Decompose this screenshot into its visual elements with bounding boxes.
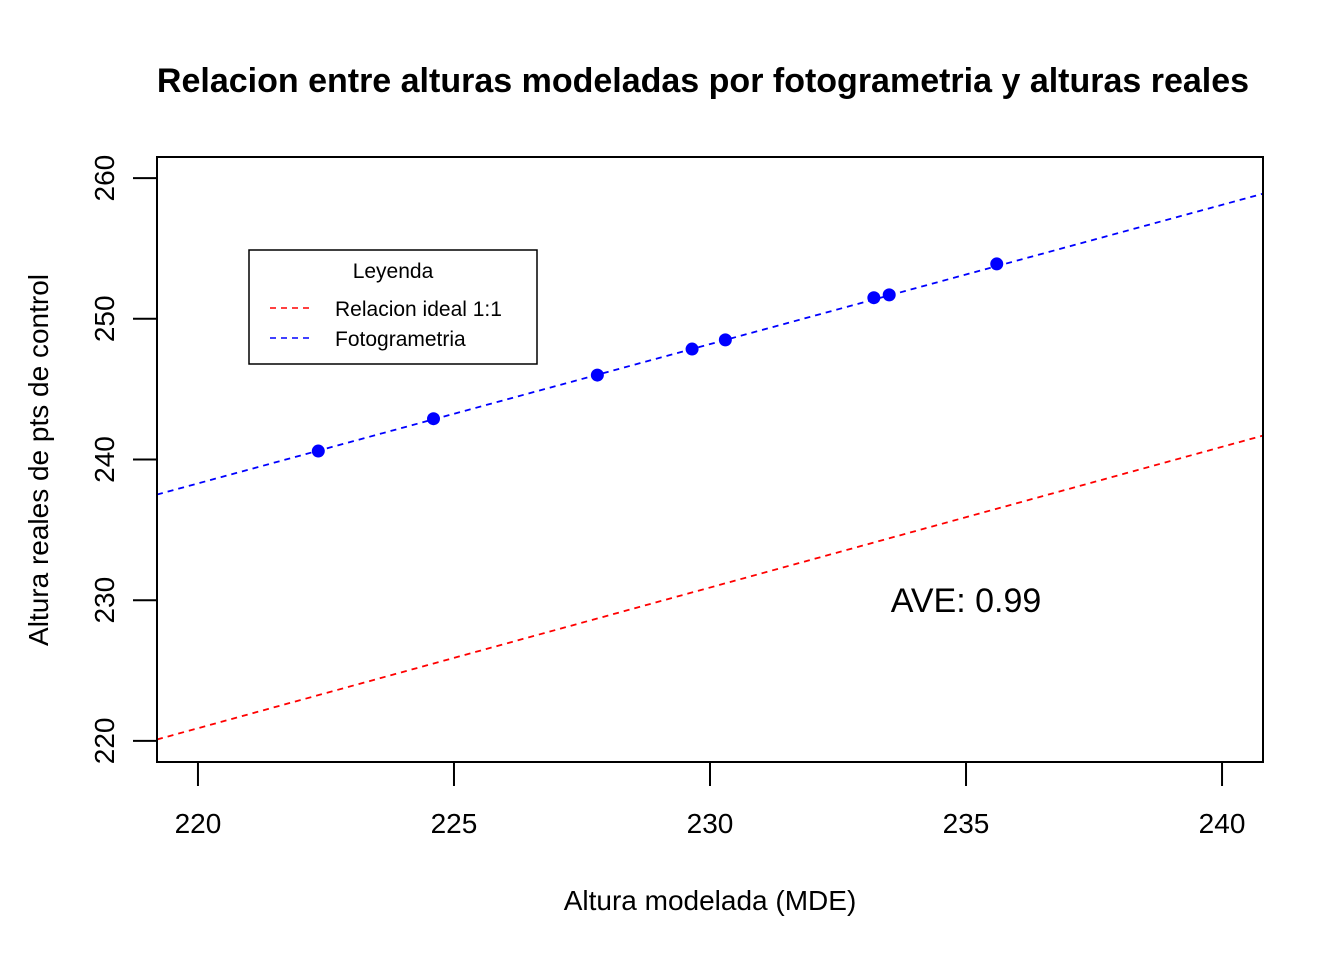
legend-title: Leyenda: [353, 260, 434, 283]
data-point: [427, 412, 440, 426]
data-point: [867, 291, 881, 305]
x-axis: 220 225 230 235 240: [175, 761, 1246, 839]
data-point: [718, 333, 732, 347]
x-axis-label: Altura modelada (MDE): [564, 885, 857, 916]
legend-box: [248, 249, 538, 365]
legend-entry-ideal: Relacion ideal 1:1: [335, 298, 502, 321]
ave-annotation: AVE: 0.99: [891, 582, 1042, 620]
data-point: [685, 342, 699, 356]
data-points: [311, 257, 1004, 458]
x-tick-label: 240: [1199, 808, 1246, 839]
y-tick-label: 230: [89, 577, 120, 624]
y-tick-label: 240: [89, 436, 120, 483]
y-axis: 220 230 240 250 260: [89, 155, 158, 765]
x-tick-label: 235: [943, 808, 990, 839]
regression-lines: [157, 192, 1263, 741]
ideal-1-1-line: [157, 434, 1263, 741]
y-axis-label: Altura reales de pts de control: [23, 274, 54, 646]
legend-entry-fotogrametria: Fotogrametria: [335, 328, 466, 351]
x-tick-label: 220: [175, 808, 222, 839]
y-tick-label: 250: [89, 295, 120, 342]
data-point: [990, 257, 1004, 271]
y-tick-label: 220: [89, 718, 120, 765]
fotogrametria-line: [157, 192, 1263, 496]
chart-title: Relacion entre alturas modeladas por fot…: [157, 62, 1249, 100]
x-tick-label: 230: [687, 808, 734, 839]
y-tick-label: 260: [89, 155, 120, 202]
plot-frame: [156, 156, 1264, 763]
data-point: [882, 288, 896, 302]
x-tick-label: 225: [431, 808, 478, 839]
legend: Leyenda Relacion ideal 1:1 Fotogrametria: [248, 249, 538, 365]
data-point: [311, 444, 325, 458]
data-point: [590, 368, 604, 382]
